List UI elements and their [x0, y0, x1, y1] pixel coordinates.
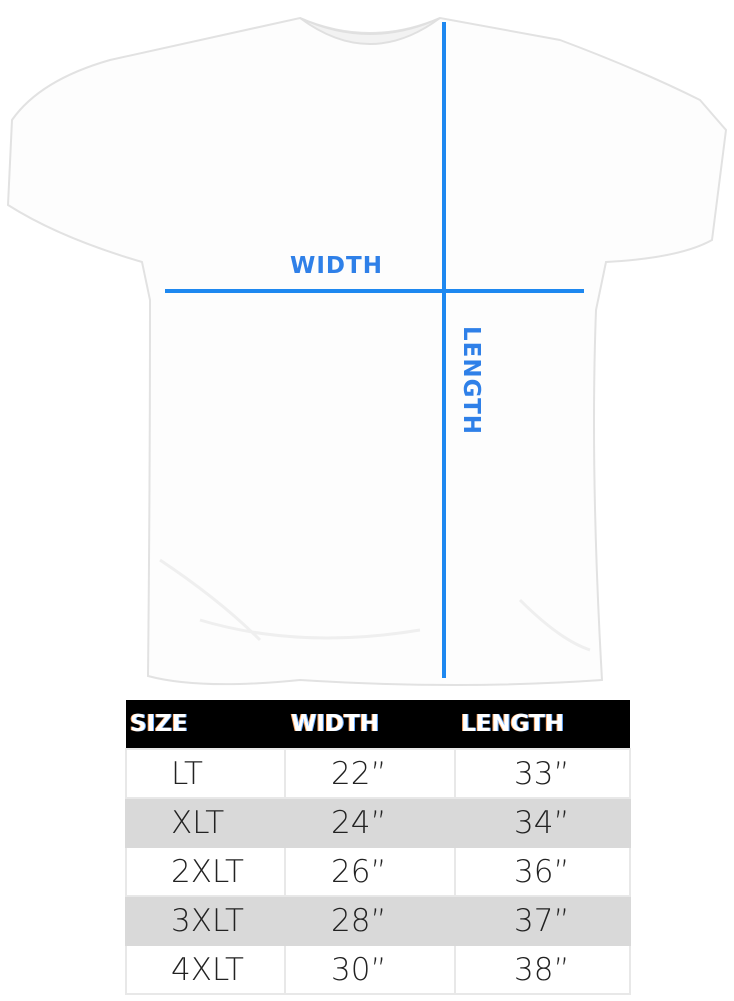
size-chart-table: SIZE WIDTH LENGTH LT 22” 33” XLT 24” 34”…: [125, 700, 631, 995]
table-header: SIZE WIDTH LENGTH: [126, 700, 630, 749]
table-row: 4XLT 30” 38”: [125, 944, 631, 995]
width-cell: 22”: [284, 748, 456, 799]
table-row: 2XLT 26” 36”: [125, 846, 631, 897]
size-cell: 3XLT: [125, 895, 286, 946]
header-length: LENGTH: [455, 700, 630, 749]
tshirt-folds: [159, 558, 591, 652]
length-cell: 38”: [454, 944, 631, 995]
length-label: LENGTH: [458, 326, 484, 436]
width-cell: 30”: [284, 944, 456, 995]
tshirt-illustration: [6, 16, 728, 686]
table-row: XLT 24” 34”: [125, 797, 631, 848]
size-cell: LT: [125, 748, 286, 799]
size-cell: 4XLT: [125, 944, 286, 995]
width-label: WIDTH: [290, 253, 383, 279]
header-size: SIZE: [126, 700, 285, 749]
length-cell: 36”: [454, 846, 631, 897]
length-cell: 34”: [454, 797, 631, 848]
tshirt-body: [6, 16, 728, 686]
header-width: WIDTH: [285, 700, 455, 749]
length-cell: 33”: [454, 748, 631, 799]
tshirt-collar: [299, 17, 441, 45]
table-row: 3XLT 28” 37”: [125, 895, 631, 946]
size-cell: 2XLT: [125, 846, 286, 897]
width-cell: 26”: [284, 846, 456, 897]
width-cell: 24”: [284, 797, 456, 848]
table-row: LT 22” 33”: [125, 748, 631, 799]
size-cell: XLT: [125, 797, 286, 848]
length-cell: 37”: [454, 895, 631, 946]
width-cell: 28”: [284, 895, 456, 946]
